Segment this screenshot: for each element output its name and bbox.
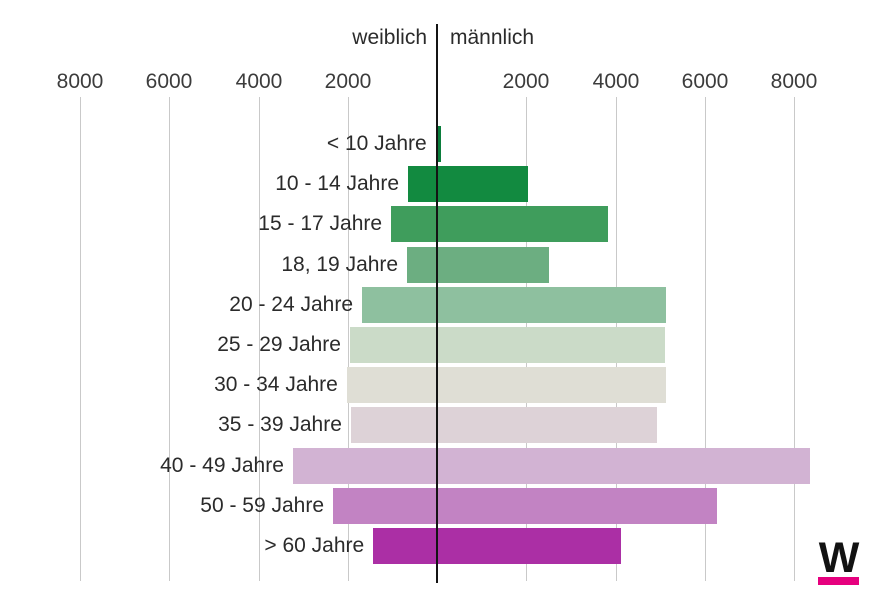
bar-female-6 (349, 327, 437, 363)
age-group-label: 25 - 29 Jahre (217, 333, 341, 356)
watson-logo-underline (817, 577, 859, 585)
age-group-label: 15 - 17 Jahre (258, 212, 383, 236)
bar-male-6 (437, 327, 666, 363)
bar-male-11 (437, 528, 621, 564)
gridline (348, 97, 349, 581)
age-group-label: 10 - 14 Jahre (275, 172, 399, 196)
age-group-label: > 60 Jahre (264, 534, 365, 557)
bar-male-8 (437, 407, 657, 444)
axis-tick-label: 6000 (145, 70, 193, 93)
bar-male-9 (437, 447, 811, 484)
gridline (705, 97, 706, 581)
age-group-label: 20 - 24 Jahre (229, 292, 354, 316)
axis-tick-label: 2000 (324, 70, 372, 93)
axis-tick-label: 6000 (681, 70, 729, 93)
bar-female-10 (333, 487, 437, 524)
bar-female-7 (346, 367, 437, 404)
bar-male-7 (437, 367, 666, 404)
bar-male-1 (437, 126, 442, 162)
bar-male-5 (437, 286, 666, 323)
age-group-label: 50 - 59 Jahre (200, 493, 325, 517)
axis-tick-label: 8000 (770, 70, 818, 93)
axis-tick-label: 4000 (592, 70, 640, 93)
bar-female-8 (350, 407, 437, 444)
age-group-label: 18, 19 Jahre (281, 252, 399, 276)
age-group-label: < 10 Jahre (326, 132, 427, 155)
gridline (259, 97, 260, 581)
age-group-label: 40 - 49 Jahre (160, 453, 284, 477)
gridline (80, 97, 81, 581)
bar-female-3 (391, 206, 437, 243)
female-header-label: weiblich (352, 26, 427, 49)
axis-tick-label: 2000 (502, 70, 550, 93)
axis-tick-label: 4000 (235, 70, 283, 93)
center-axis-line (436, 24, 438, 583)
bar-male-10 (437, 487, 717, 524)
age-group-label: 35 - 39 Jahre (218, 413, 342, 437)
bar-female-2 (407, 166, 437, 203)
axis-tick-label: 8000 (56, 70, 104, 93)
bar-female-5 (362, 286, 437, 323)
gridline (169, 97, 170, 581)
bar-female-9 (292, 447, 437, 484)
male-header-label: männlich (450, 26, 535, 49)
bar-male-3 (437, 206, 608, 243)
bar-female-4 (407, 246, 437, 283)
watson-logo: W (816, 536, 860, 585)
watson-logo-letter: W (818, 534, 860, 582)
gridline (794, 97, 795, 581)
age-group-label: 30 - 34 Jahre (214, 373, 338, 397)
bar-male-2 (437, 166, 529, 203)
bar-female-11 (373, 528, 437, 564)
bar-male-4 (437, 246, 549, 283)
